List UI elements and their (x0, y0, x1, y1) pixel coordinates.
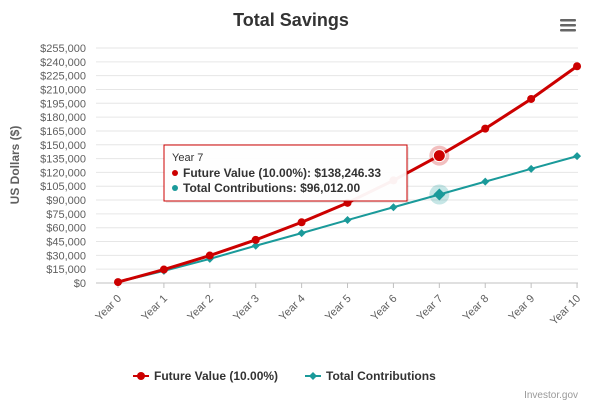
legend-label: Total Contributions (326, 369, 436, 383)
tooltip-line: Future Value (10.00%): $138,246.33 (183, 166, 381, 180)
data-point[interactable] (114, 278, 122, 287)
y-tick-label: $105,000 (40, 181, 86, 193)
y-tick-label: $60,000 (46, 223, 86, 235)
x-tick-label: Year 10 (548, 293, 583, 328)
data-point[interactable] (205, 251, 214, 260)
legend-marker (309, 372, 317, 380)
y-tick-label: $120,000 (40, 167, 86, 179)
data-point[interactable] (481, 124, 490, 133)
x-axis-ticks: Year 0 Year 1 Year 2 Year 3 Year 4 Year 5 Year… (93, 283, 583, 328)
y-tick-label: $195,000 (40, 98, 86, 110)
tooltip-bullet (172, 185, 178, 191)
y-tick-label: $240,000 (40, 57, 86, 69)
legend-item-total-contributions[interactable]: Total Contributions (305, 369, 436, 383)
x-tick-label: Year 3 (231, 293, 262, 324)
x-tick-label: Year 8 (461, 293, 492, 324)
y-tick-label: $135,000 (40, 154, 86, 166)
hover-point (432, 149, 446, 163)
data-point[interactable] (481, 177, 490, 186)
data-point[interactable] (159, 265, 168, 274)
data-point[interactable] (527, 164, 536, 173)
data-point[interactable] (573, 62, 582, 71)
y-tick-label: $30,000 (46, 250, 86, 262)
data-point[interactable] (389, 203, 398, 212)
data-point[interactable] (527, 94, 536, 103)
data-point[interactable] (573, 152, 582, 161)
y-tick-label: $210,000 (40, 84, 86, 96)
y-tick-label: $75,000 (46, 209, 86, 221)
tooltip-line: Total Contributions: $96,012.00 (183, 181, 360, 195)
y-axis-label: US Dollars ($) (8, 126, 22, 205)
data-point[interactable] (251, 241, 260, 250)
y-tick-label: $45,000 (46, 237, 86, 249)
hover-point (433, 188, 446, 201)
tooltip: Year 7 Future Value (10.00%): $138,246.33… (163, 144, 450, 205)
data-point[interactable] (343, 216, 352, 225)
y-tick-label: $150,000 (40, 140, 86, 152)
x-tick-label: Year 2 (185, 293, 216, 324)
tooltip-box (163, 144, 408, 202)
x-tick-label: Year 4 (277, 293, 308, 324)
y-tick-label: $90,000 (46, 195, 86, 207)
credit[interactable]: Investor.gov (524, 390, 578, 401)
legend-item-future-value[interactable]: Future Value (10.00%) (133, 369, 278, 383)
x-tick-label: Year 6 (369, 293, 400, 324)
tooltip-bullet (172, 170, 178, 176)
y-tick-label: $165,000 (40, 126, 86, 138)
data-point[interactable] (251, 235, 260, 244)
x-tick-label: Year 7 (415, 293, 446, 324)
legend[interactable]: Future Value (10.00%) Total Contributions (133, 369, 436, 383)
y-tick-label: $15,000 (46, 264, 86, 276)
legend-label: Future Value (10.00%) (154, 369, 278, 383)
menu-button[interactable] (558, 16, 578, 34)
data-point[interactable] (297, 218, 306, 227)
data-point[interactable] (297, 229, 306, 238)
x-tick-label: Year 5 (323, 293, 354, 324)
tooltip-header: Year 7 (172, 152, 203, 164)
y-tick-label: $225,000 (40, 71, 86, 83)
x-tick-label: Year 0 (93, 293, 124, 324)
chart-title: Total Savings (233, 10, 349, 30)
x-tick-label: Year 1 (139, 293, 170, 324)
legend-marker (137, 372, 145, 380)
y-tick-label: $0 (74, 278, 86, 290)
y-tick-label: $255,000 (40, 43, 86, 55)
x-tick-label: Year 9 (507, 293, 538, 324)
y-tick-label: $180,000 (40, 112, 86, 124)
y-axis-ticks: $0 $15,000 $30,000$45,000 $60,000 $75,000 $90… (40, 43, 86, 290)
hamburger-menu-icon (560, 19, 576, 22)
